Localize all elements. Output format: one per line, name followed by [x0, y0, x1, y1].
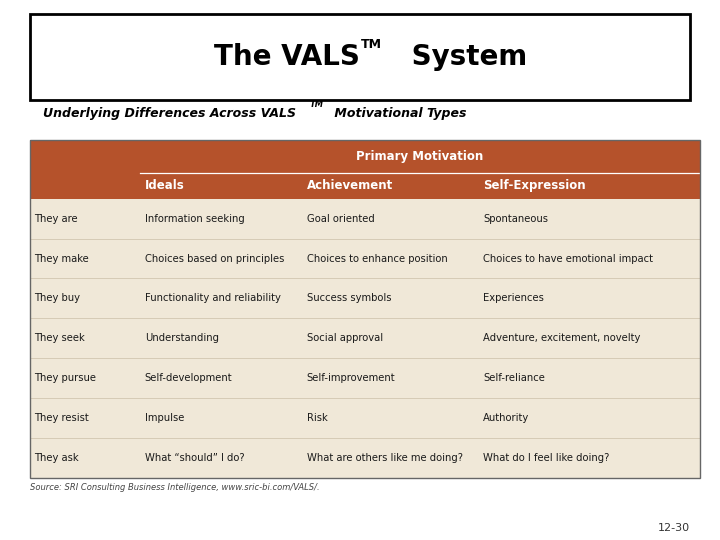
Text: Choices to have emotional impact: Choices to have emotional impact — [483, 254, 653, 264]
Text: Choices based on principles: Choices based on principles — [145, 254, 284, 264]
Text: Risk: Risk — [307, 413, 328, 423]
Bar — [30, 140, 700, 478]
Text: Experiences: Experiences — [483, 293, 544, 303]
Text: Motivational Types: Motivational Types — [330, 107, 467, 120]
Text: The VALS: The VALS — [214, 43, 360, 71]
Text: Self-reliance: Self-reliance — [483, 373, 545, 383]
Text: Primary Motivation: Primary Motivation — [356, 150, 484, 163]
Text: What do I feel like doing?: What do I feel like doing? — [483, 453, 610, 463]
Text: They ask: They ask — [34, 453, 78, 463]
Text: Functionality and reliability: Functionality and reliability — [145, 293, 281, 303]
Text: Adventure, excitement, novelty: Adventure, excitement, novelty — [483, 333, 641, 343]
Text: What “should” I do?: What “should” I do? — [145, 453, 244, 463]
Text: They make: They make — [34, 254, 89, 264]
Text: TM: TM — [361, 38, 382, 51]
Text: Self-Expression: Self-Expression — [483, 179, 586, 192]
Bar — [30, 199, 700, 478]
Text: What are others like me doing?: What are others like me doing? — [307, 453, 463, 463]
Text: TM: TM — [310, 100, 324, 109]
Text: Understanding: Understanding — [145, 333, 219, 343]
Text: Ideals: Ideals — [145, 179, 184, 192]
Text: Spontaneous: Spontaneous — [483, 214, 548, 224]
Text: Source: SRI Consulting Business Intelligence, www.sric-bi.com/VALS/.: Source: SRI Consulting Business Intellig… — [30, 483, 320, 491]
Text: Success symbols: Success symbols — [307, 293, 391, 303]
Text: Self-development: Self-development — [145, 373, 233, 383]
Text: They pursue: They pursue — [34, 373, 96, 383]
Text: System: System — [402, 43, 527, 71]
Text: Achievement: Achievement — [307, 179, 393, 192]
Text: Underlying Differences Across VALS: Underlying Differences Across VALS — [43, 107, 296, 120]
Text: Choices to enhance position: Choices to enhance position — [307, 254, 447, 264]
Text: Social approval: Social approval — [307, 333, 383, 343]
Text: Impulse: Impulse — [145, 413, 184, 423]
Bar — [30, 14, 690, 100]
Text: They are: They are — [34, 214, 78, 224]
Text: 12-30: 12-30 — [657, 523, 690, 533]
Text: Goal oriented: Goal oriented — [307, 214, 374, 224]
Text: Self-improvement: Self-improvement — [307, 373, 395, 383]
Text: They buy: They buy — [34, 293, 80, 303]
Text: Information seeking: Information seeking — [145, 214, 245, 224]
Text: Authority: Authority — [483, 413, 529, 423]
Bar — [30, 140, 700, 199]
Text: They seek: They seek — [34, 333, 84, 343]
Text: They resist: They resist — [34, 413, 89, 423]
